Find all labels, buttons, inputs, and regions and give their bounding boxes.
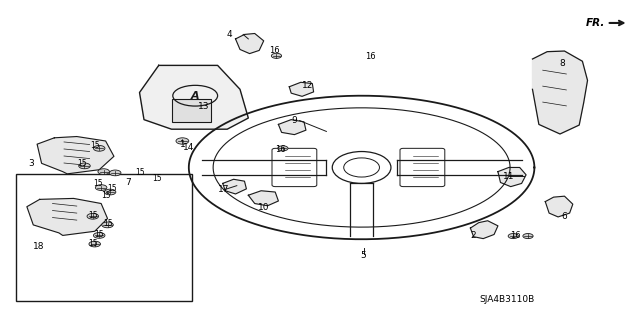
Circle shape <box>93 233 105 238</box>
Circle shape <box>523 234 533 239</box>
Text: 14: 14 <box>183 143 195 152</box>
Text: 8: 8 <box>559 59 564 68</box>
Text: 15: 15 <box>93 179 103 188</box>
Text: 15: 15 <box>94 230 104 239</box>
Bar <box>172 99 211 122</box>
Text: 15: 15 <box>88 211 98 220</box>
Text: 7: 7 <box>125 178 131 187</box>
Polygon shape <box>248 191 278 206</box>
Circle shape <box>104 189 116 195</box>
Text: 15: 15 <box>88 239 98 248</box>
Circle shape <box>508 234 518 239</box>
Text: 16: 16 <box>269 46 279 55</box>
Text: 4: 4 <box>227 30 232 39</box>
Bar <box>16 174 192 301</box>
Text: 12: 12 <box>301 81 313 90</box>
Text: A: A <box>191 91 200 101</box>
Text: 15: 15 <box>102 219 113 228</box>
Polygon shape <box>545 196 573 217</box>
Text: 15: 15 <box>152 174 162 183</box>
Polygon shape <box>236 33 264 54</box>
Text: 18: 18 <box>33 242 44 251</box>
Circle shape <box>95 185 107 190</box>
Circle shape <box>278 146 288 151</box>
Circle shape <box>79 163 90 169</box>
Polygon shape <box>289 82 314 96</box>
Text: 16: 16 <box>510 231 520 240</box>
Text: SJA4B3110B: SJA4B3110B <box>479 295 534 304</box>
Text: 9: 9 <box>292 116 297 125</box>
Text: 13: 13 <box>198 102 209 111</box>
Polygon shape <box>532 51 588 134</box>
Text: 15: 15 <box>134 168 145 177</box>
Polygon shape <box>27 198 108 235</box>
Text: 17: 17 <box>218 185 230 194</box>
Text: 1: 1 <box>180 140 185 149</box>
Circle shape <box>109 170 121 176</box>
Text: 16: 16 <box>275 145 285 154</box>
Circle shape <box>102 222 113 228</box>
Text: 3: 3 <box>28 159 33 168</box>
Text: 5: 5 <box>361 251 366 260</box>
Polygon shape <box>470 221 498 239</box>
Text: 15: 15 <box>107 184 117 193</box>
Circle shape <box>89 241 100 247</box>
Polygon shape <box>140 65 248 129</box>
Text: 10: 10 <box>258 204 269 212</box>
Circle shape <box>176 138 189 144</box>
Text: 15: 15 <box>90 141 100 150</box>
Circle shape <box>93 145 105 151</box>
Text: 6: 6 <box>562 212 567 221</box>
Circle shape <box>98 169 109 174</box>
Circle shape <box>87 213 99 219</box>
Text: 16: 16 <box>365 52 375 61</box>
Circle shape <box>271 53 282 58</box>
Polygon shape <box>278 120 306 135</box>
Text: 15: 15 <box>77 159 87 168</box>
Polygon shape <box>498 167 526 187</box>
Text: 15: 15 <box>100 191 111 200</box>
Text: 2: 2 <box>471 231 476 240</box>
Text: FR.: FR. <box>586 18 605 28</box>
Polygon shape <box>223 179 246 194</box>
Polygon shape <box>37 137 114 174</box>
Text: 11: 11 <box>503 172 515 181</box>
